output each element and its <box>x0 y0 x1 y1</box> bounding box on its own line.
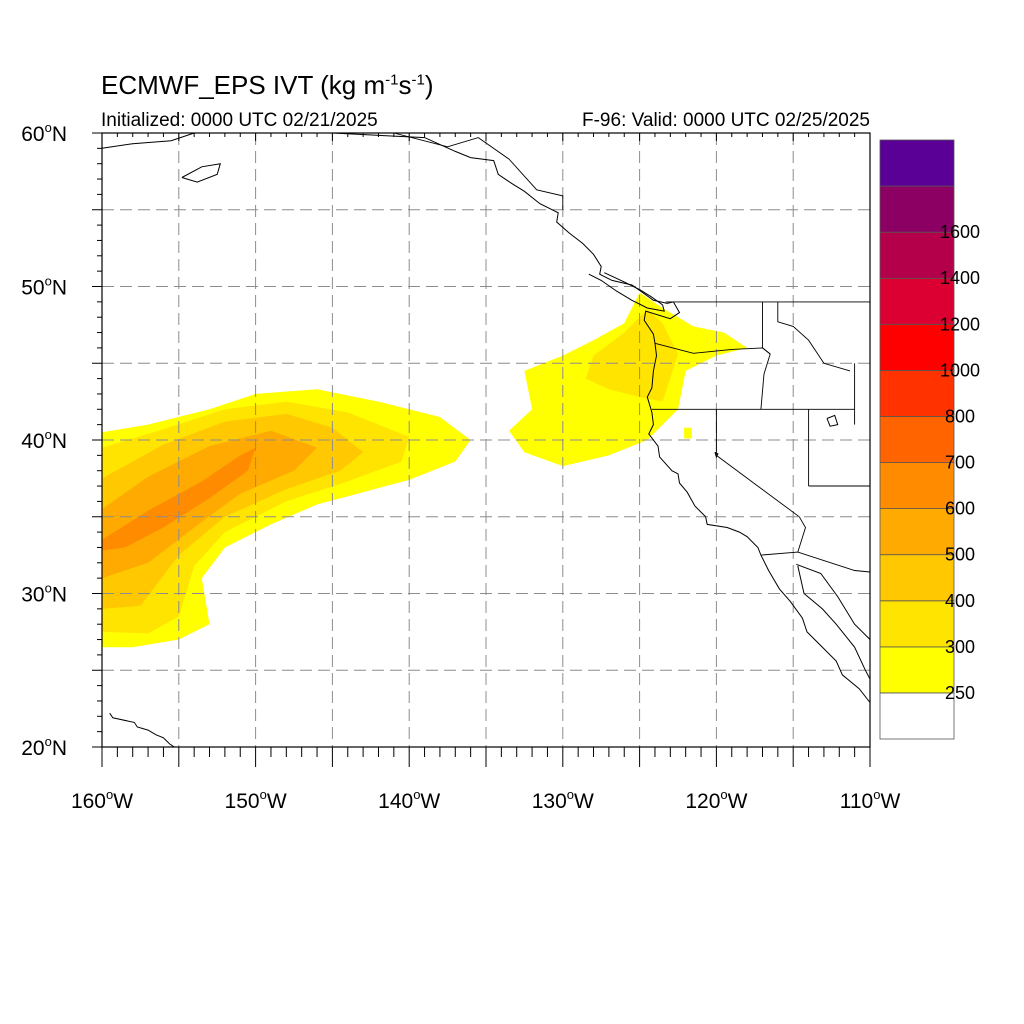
lat-tick-label: 30oN <box>21 581 67 607</box>
colorbar-level-label: 800 <box>945 407 975 427</box>
gulf-of-california-coast <box>797 565 870 680</box>
chart-title: ECMWF_EPS IVT (kg m-1s-1) <box>101 70 434 100</box>
units-base: kg m <box>328 70 386 100</box>
gridlines <box>102 133 870 747</box>
lat-tick-label: 50oN <box>21 274 67 300</box>
colorbar-swatch <box>879 323 955 371</box>
colorbar-level-label: 1400 <box>940 268 980 288</box>
colorbar: 250 300 400 500 600 700 800 1000 1200 1400 1600 <box>879 139 980 740</box>
colorbar-swatch <box>879 462 955 509</box>
units-second: s <box>398 70 412 100</box>
lat-tick-label: 60oN <box>21 120 67 146</box>
valid-time-label: F-96: Valid: 0000 UTC 02/25/2025 <box>582 110 870 131</box>
colorbar-swatch <box>879 277 955 325</box>
ivt-shading-layer <box>102 292 748 648</box>
colorbar-level-label: 1200 <box>940 314 980 334</box>
variable-name: IVT <box>272 70 313 100</box>
model-name: ECMWF_EPS <box>101 70 266 100</box>
alaska-canada-border <box>393 133 564 210</box>
lon-tick-label: 140oW <box>378 787 440 813</box>
initialized-label: Initialized: 0000 UTC 02/21/2025 <box>101 110 378 131</box>
lon-tick-label: 120oW <box>685 787 747 813</box>
coastal-plume-400 <box>585 309 678 402</box>
idaho-montana-border <box>777 301 851 372</box>
axis-ticks: 60oN 50oN 40oN 30oN 20oN 160oW 150oW 140oW 130oW… <box>21 120 900 813</box>
us-mexico-border <box>760 551 870 573</box>
colorbar-level-label: 1600 <box>940 222 980 242</box>
lon-tick-label: 150oW <box>225 787 287 813</box>
great-salt-lake-coast <box>826 414 839 427</box>
colorbar-swatch <box>879 185 955 233</box>
colorbar-level-label: 700 <box>945 453 975 473</box>
colorbar-swatch <box>879 692 955 740</box>
california-nevada-border <box>715 409 800 518</box>
colorbar-level-label: 1000 <box>940 360 980 380</box>
interior-blob-300 <box>684 427 692 439</box>
idaho-west-border <box>760 301 771 410</box>
colorbar-swatch <box>879 600 955 648</box>
colorbar-swatch <box>879 554 955 602</box>
kodiak-coast <box>181 163 222 183</box>
colorbar-level-label: 600 <box>945 499 975 519</box>
alaska-coast <box>102 133 195 149</box>
colorbar-level-label: 250 <box>945 683 975 703</box>
mainland-mexico-coast <box>796 563 870 655</box>
lon-tick-label: 160oW <box>71 787 133 813</box>
north-america-coast <box>332 133 870 703</box>
colorbar-level-label: 400 <box>945 591 975 611</box>
pacific-plume-600 <box>102 430 317 579</box>
units-exponent-2: -1 <box>411 71 425 89</box>
colorbar-swatch <box>879 416 955 463</box>
california-arizona-border <box>797 516 806 553</box>
geography-layer <box>102 133 870 747</box>
lon-tick-label: 110oW <box>840 787 901 813</box>
units-exponent-1: -1 <box>385 71 399 89</box>
colorbar-level-label: 300 <box>945 637 975 657</box>
colorbar-swatch <box>879 139 955 187</box>
lat-tick-label: 20oN <box>21 734 67 760</box>
lon-tick-label: 130oW <box>532 787 594 813</box>
vancouver-island-coast <box>588 272 665 312</box>
colorbar-swatch <box>879 508 955 556</box>
colorbar-level-label: 500 <box>945 545 975 565</box>
colorbar-swatch <box>879 646 955 694</box>
hawaii-coast <box>109 712 176 747</box>
lat-tick-label: 40oN <box>21 427 67 453</box>
